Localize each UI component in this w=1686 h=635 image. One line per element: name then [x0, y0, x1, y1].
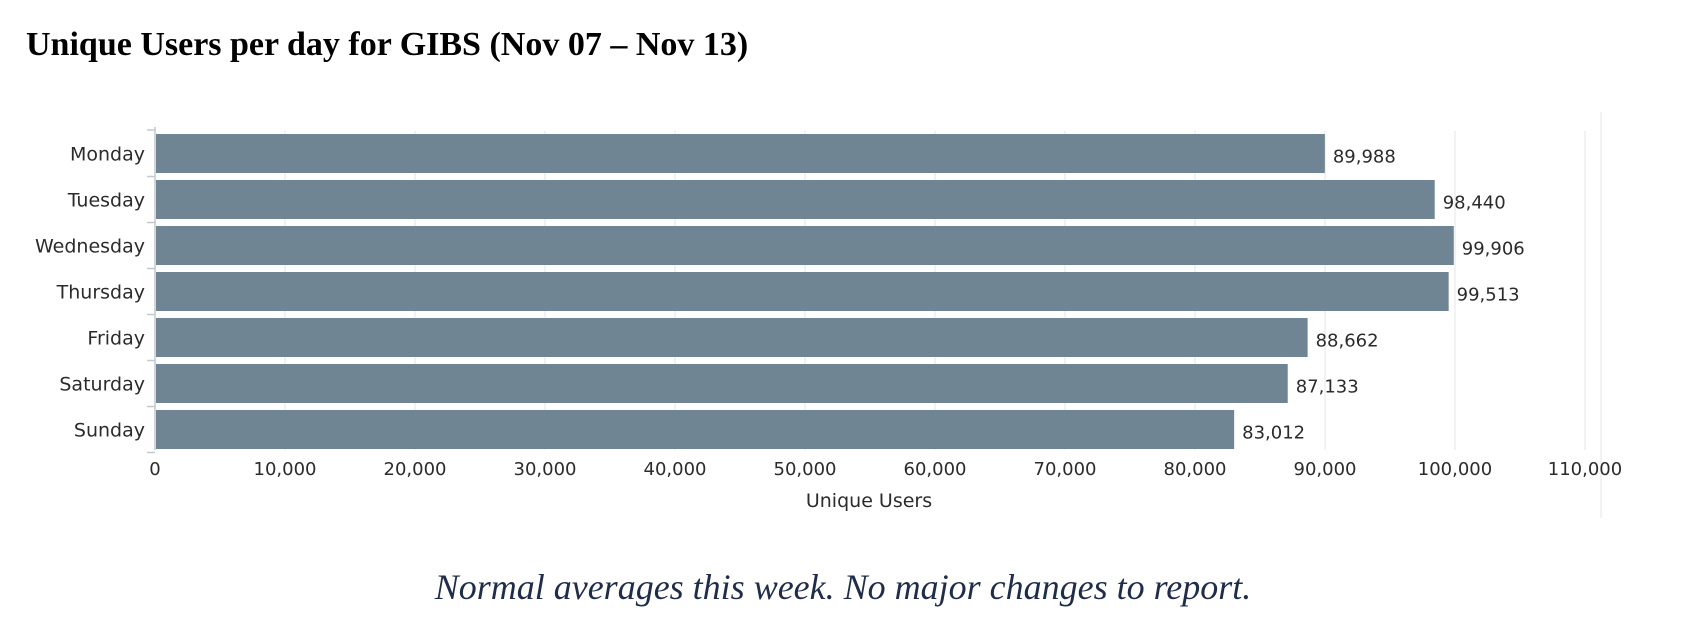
category-label: Thursday: [56, 282, 145, 304]
bar: [156, 364, 1288, 403]
bar: [156, 226, 1454, 265]
bar: [156, 318, 1308, 357]
labels: 0 10,000 20,000 30,000 40,000 50,000 60,000 70,…: [35, 144, 1622, 481]
commentary-text: Normal averages this week. No major chan…: [434, 567, 1252, 607]
bar: [156, 134, 1325, 173]
x-tick-label: 30,000: [514, 459, 577, 480]
category-label: Friday: [87, 328, 145, 350]
axes: [147, 127, 156, 454]
x-tick-label: 40,000: [644, 459, 707, 480]
data-label: 99,906: [1462, 239, 1525, 260]
x-tick-label: 70,000: [1034, 459, 1097, 480]
category-label: Tuesday: [67, 190, 145, 212]
chart-svg: 0 10,000 20,000 30,000 40,000 50,000 60,000 70,…: [35, 112, 1622, 518]
data-label: 99,513: [1457, 285, 1520, 306]
category-label: Monday: [70, 144, 145, 166]
x-tick-label: 60,000: [904, 459, 967, 480]
x-tick-label: 100,000: [1418, 459, 1492, 480]
category-label: Sunday: [74, 420, 145, 442]
category-label: Saturday: [59, 374, 145, 396]
category-label: Wednesday: [35, 236, 145, 258]
bar: [156, 180, 1435, 219]
x-tick-label: 10,000: [254, 459, 317, 480]
data-label: 87,133: [1296, 377, 1359, 398]
data-label: 98,440: [1443, 193, 1506, 214]
x-tick-label: 50,000: [774, 459, 837, 480]
page-title: Unique Users per day for GIBS (Nov 07 – …: [26, 26, 749, 63]
x-tick-label: 20,000: [384, 459, 447, 480]
x-tick-label: 90,000: [1294, 459, 1357, 480]
x-tick-label: 80,000: [1164, 459, 1227, 480]
data-label: 83,012: [1242, 423, 1305, 444]
bar-chart: 0 10,000 20,000 30,000 40,000 50,000 60,000 70,…: [35, 112, 1622, 518]
bar: [156, 410, 1235, 449]
bars: [156, 134, 1454, 449]
x-axis-title: Unique Users: [806, 490, 932, 512]
x-tick-label: 0: [149, 459, 160, 480]
bar: [156, 272, 1449, 311]
x-tick-label: 110,000: [1548, 459, 1622, 480]
data-label: 88,662: [1316, 331, 1379, 352]
data-label: 89,988: [1333, 147, 1396, 168]
